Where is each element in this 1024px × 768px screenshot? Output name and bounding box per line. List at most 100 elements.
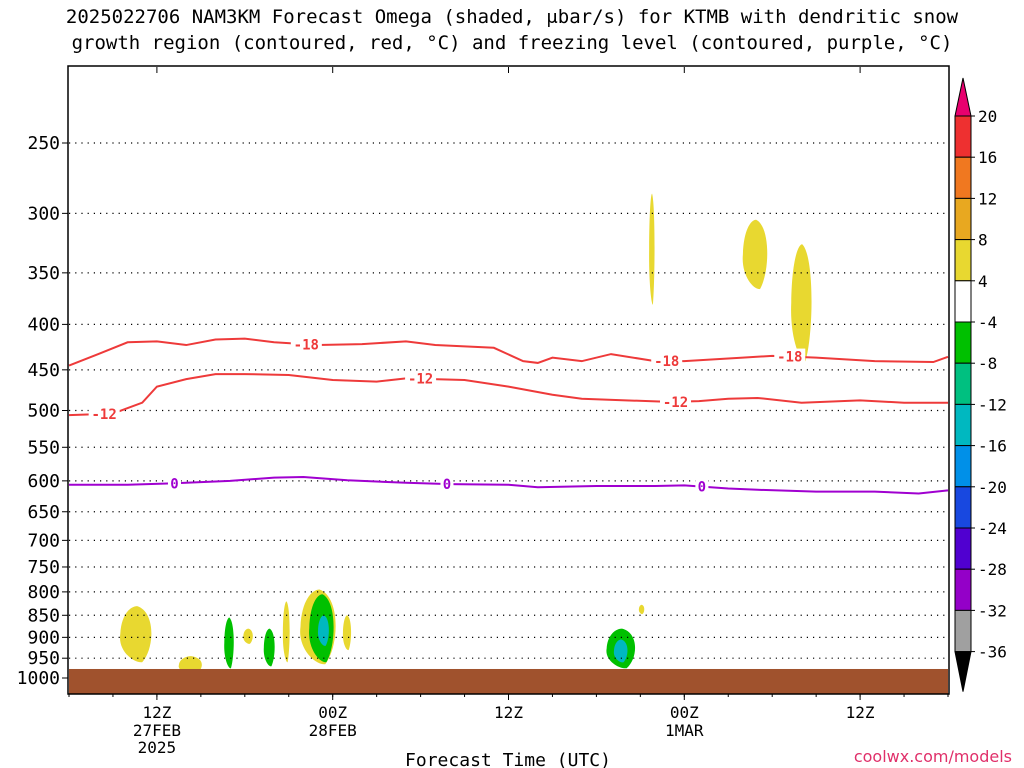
colorbar-segment — [954, 156, 972, 199]
colorbar-segment — [954, 239, 972, 282]
colorbar-label: 20 — [978, 107, 997, 126]
colorbar-label: -36 — [978, 643, 1007, 662]
colorbar-bottom-arrow — [954, 651, 972, 692]
colorbar-label: -12 — [978, 395, 1007, 414]
colorbar-label: -32 — [978, 601, 1007, 620]
omega-blob — [638, 604, 645, 615]
contour-label: -18 — [294, 337, 319, 353]
omega-blob — [224, 617, 234, 669]
colorbar-segment — [954, 362, 972, 405]
contour-label-bg — [660, 393, 692, 410]
x-axis-title: Forecast Time (UTC) — [405, 750, 611, 768]
contour-label: 0 — [170, 476, 178, 492]
contour-label: -12 — [663, 395, 688, 411]
x-tick-sublabel: 1MAR — [665, 721, 704, 740]
colorbar-segment — [954, 445, 972, 488]
chart-title-line-2: growth region (contoured, red, °C) and f… — [71, 32, 953, 54]
omega-blob — [263, 628, 275, 667]
omega-blob — [120, 606, 152, 663]
plot-frame — [67, 65, 950, 695]
y-tick-label: 800 — [27, 582, 60, 603]
y-tick-label: 650 — [27, 502, 60, 523]
colorbar-segment — [954, 321, 972, 364]
contour-line — [69, 475, 949, 495]
x-tick-sublabel: 27FEB — [133, 721, 181, 740]
colorbar-label: -16 — [978, 437, 1007, 456]
contour-label-bg — [88, 405, 120, 422]
x-tick-sublabel: 28FEB — [309, 721, 357, 740]
y-tick-label: 1000 — [17, 668, 60, 689]
y-tick-label: 950 — [27, 648, 60, 669]
contour-label: -18 — [654, 354, 679, 370]
contour-line — [68, 337, 949, 367]
colorbar-segment — [954, 197, 972, 241]
colorbar-label: -28 — [978, 560, 1007, 579]
colorbar-label: -24 — [978, 519, 1007, 538]
omega-blob — [791, 244, 812, 362]
contour-line — [68, 373, 948, 417]
omega-blob — [243, 628, 253, 644]
colorbar-segment — [954, 609, 972, 653]
y-tick-label: 550 — [27, 437, 60, 458]
x-tick-label: 12Z — [846, 703, 875, 722]
colorbar-segment — [954, 527, 972, 570]
contour-label-bg — [290, 336, 322, 353]
colorbar-label: 12 — [978, 189, 997, 208]
colorbar-label: -4 — [978, 313, 997, 332]
omega-shading-layer — [120, 193, 812, 675]
colorbar-segment — [954, 115, 972, 158]
contour-label-bg — [695, 478, 709, 495]
y-tick-label: 350 — [27, 263, 60, 284]
omega-blob — [317, 615, 329, 646]
contour-label-bg — [774, 348, 806, 365]
y-tick-label: 700 — [27, 530, 60, 551]
y-tick-label: 750 — [27, 557, 60, 578]
y-tick-label: 600 — [27, 471, 60, 492]
omega-blob — [613, 639, 628, 663]
colorbar-segment — [954, 568, 972, 611]
omega-blob — [282, 601, 290, 663]
contour-label-bg — [651, 353, 683, 370]
omega-blob — [342, 615, 352, 651]
x-tick-label: 00Z — [318, 703, 347, 722]
terrain-strip — [69, 668, 948, 694]
omega-blob — [742, 219, 768, 290]
colorbar-label: 16 — [978, 148, 997, 167]
y-tick-label: 850 — [27, 605, 60, 626]
colorbar-segment — [954, 280, 972, 323]
x-tick-label: 12Z — [494, 703, 523, 722]
contour-label: 0 — [443, 477, 451, 493]
omega-colorbar: 20 16 12 8 4 -4 -8 -12 -16 -20 -24 -28 -32 -36 — [954, 77, 1007, 692]
y-tick-label: 400 — [27, 314, 60, 335]
omega-blob — [649, 193, 655, 305]
contour-label: -12 — [92, 407, 117, 423]
x-tick-label: 00Z — [670, 703, 699, 722]
y-tick-label: 300 — [27, 203, 60, 224]
colorbar-label: -8 — [978, 354, 997, 373]
contour-label-bg — [167, 475, 181, 492]
y-tick-label: 500 — [27, 401, 60, 422]
colorbar-segment — [954, 403, 972, 447]
y-tick-label: 450 — [27, 360, 60, 381]
credit-text: coolwx.com/models — [853, 747, 1012, 766]
x-tick-sublabel: 2025 — [138, 738, 177, 757]
contour-layer: -18 -18 -18 -12 -12 -12 0 0 0 — [68, 336, 949, 496]
chart-title-line-1: 2025022706 NAM3KM Forecast Omega (shaded… — [65, 6, 959, 28]
colorbar-label: -20 — [978, 478, 1007, 497]
y-tick-label: 900 — [27, 627, 60, 648]
pressure-grid — [69, 142, 948, 679]
colorbar-top-arrow — [954, 77, 972, 117]
contour-label-bg — [440, 475, 454, 492]
contour-label: -12 — [408, 372, 433, 388]
contour-label-bg — [405, 370, 437, 387]
x-tick-label: 12Z — [142, 703, 171, 722]
y-tick-label: 250 — [27, 133, 60, 154]
colorbar-label: 4 — [978, 272, 988, 291]
colorbar-label: 8 — [978, 231, 988, 250]
contour-label: 0 — [698, 480, 706, 496]
contour-label: -18 — [777, 350, 802, 366]
colorbar-segment — [954, 486, 972, 529]
y-axis-labels: 2503003504004505005506006507007508008509… — [17, 133, 68, 689]
